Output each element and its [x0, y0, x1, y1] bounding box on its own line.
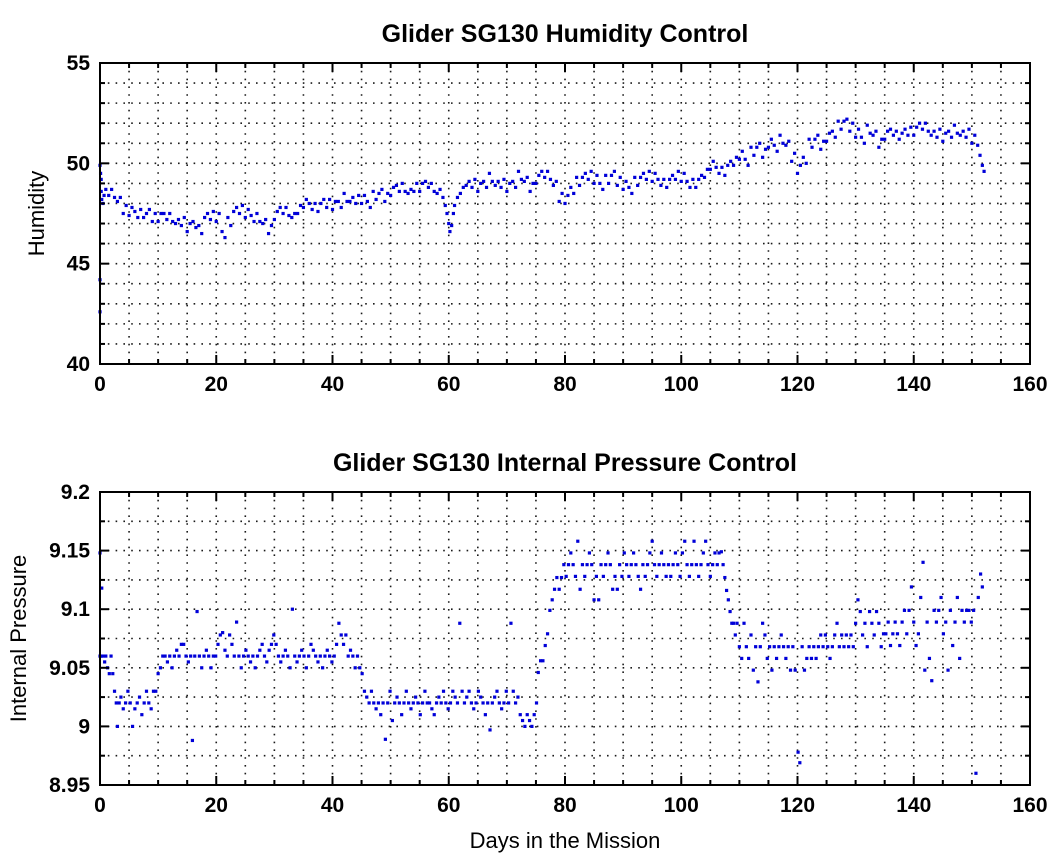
grid-lines: [100, 492, 1030, 785]
axis-ticks: [99, 62, 1031, 365]
scatter-points: [98, 539, 984, 775]
x-tick-label: 40: [321, 373, 344, 396]
x-tick-label: 140: [896, 373, 931, 396]
y-tick-label: 40: [67, 353, 90, 376]
y-axis-label: Humidity: [24, 171, 49, 257]
x-tick-label: 120: [780, 373, 815, 396]
y-tick-label: 8.95: [49, 774, 90, 797]
y-tick-label: 55: [67, 52, 91, 75]
y-tick-label: 9.15: [49, 540, 90, 563]
x-tick-label: 20: [205, 373, 228, 396]
x-tick-label: 0: [94, 794, 106, 817]
axes-box: [99, 491, 1031, 786]
x-tick-label: 20: [205, 794, 228, 817]
x-tick-label: 160: [1012, 373, 1047, 396]
y-tick-label: 45: [67, 253, 91, 276]
x-tick-label: 80: [553, 373, 576, 396]
x-tick-label: 100: [664, 794, 699, 817]
x-tick-label: 40: [321, 794, 344, 817]
x-axis-label: Days in the Mission: [470, 828, 661, 853]
plot-title: Glider SG130 Humidity Control: [382, 20, 749, 48]
x-tick-label: 80: [553, 794, 576, 817]
x-tick-label: 160: [1012, 794, 1047, 817]
x-tick-label: 100: [664, 373, 699, 396]
x-tick-label: 60: [437, 794, 460, 817]
x-tick-label: 60: [437, 373, 460, 396]
subplot: 0 20 40 60 80 100 120 140 160 8.95 9 9.05 9.1 9.15 9.2…: [6, 449, 1048, 853]
x-tick-label: 120: [780, 794, 815, 817]
y-axis-label: Internal Pressure: [6, 555, 31, 723]
y-tick-label: 9.1: [61, 598, 91, 621]
y-tick-label: 9.2: [61, 481, 90, 504]
axis-ticks: [99, 491, 1031, 786]
x-tick-label: 0: [94, 373, 106, 396]
y-tick-label: 9.05: [49, 657, 90, 680]
y-tick-label: 50: [67, 152, 90, 175]
y-tick-label: 9: [78, 715, 90, 738]
subplot: 0 20 40 60 80 100 120 140 160 40 45 50 55 Glider SG13…: [24, 20, 1048, 396]
grid-lines: [100, 63, 1030, 364]
plot-title: Glider SG130 Internal Pressure Control: [333, 449, 797, 477]
x-tick-label: 140: [896, 794, 931, 817]
scatter-points: [98, 117, 986, 314]
